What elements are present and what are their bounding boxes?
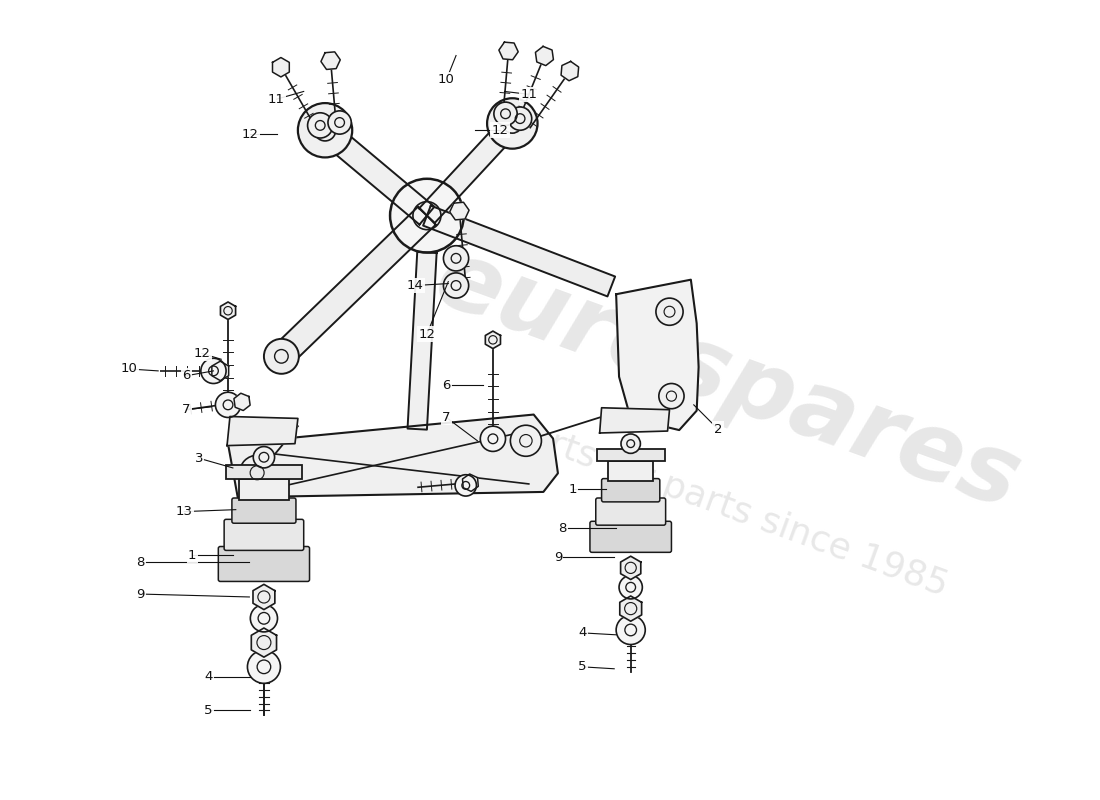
Text: 1: 1 (188, 549, 197, 562)
Circle shape (494, 102, 517, 126)
Polygon shape (462, 474, 478, 491)
Polygon shape (499, 42, 518, 60)
Circle shape (390, 178, 464, 253)
Bar (239, 478, 289, 500)
Polygon shape (424, 206, 615, 297)
Bar (227, 465, 301, 478)
Text: 9: 9 (136, 587, 145, 601)
Circle shape (443, 273, 469, 298)
Text: 10: 10 (121, 362, 138, 375)
Text: 11: 11 (520, 88, 537, 101)
Circle shape (201, 358, 227, 383)
Text: 14: 14 (407, 279, 424, 292)
Text: eurospares: eurospares (422, 232, 1033, 530)
Polygon shape (212, 361, 229, 381)
Text: 5: 5 (205, 704, 213, 717)
Polygon shape (318, 122, 434, 225)
Polygon shape (536, 46, 553, 66)
FancyBboxPatch shape (232, 498, 296, 523)
Circle shape (443, 246, 469, 271)
Text: 13: 13 (176, 505, 192, 518)
Text: 12: 12 (242, 128, 258, 141)
Text: 11: 11 (268, 93, 285, 106)
Circle shape (508, 107, 531, 130)
Circle shape (248, 650, 280, 683)
Bar (596, 450, 664, 461)
FancyBboxPatch shape (596, 498, 666, 525)
Circle shape (216, 392, 241, 418)
Text: 9: 9 (553, 550, 562, 564)
Circle shape (251, 605, 277, 632)
Text: 5: 5 (578, 660, 586, 674)
Polygon shape (450, 202, 469, 220)
Polygon shape (619, 596, 641, 622)
FancyBboxPatch shape (218, 546, 309, 582)
Circle shape (308, 113, 333, 138)
Circle shape (328, 111, 351, 134)
Polygon shape (228, 414, 558, 498)
Text: 1: 1 (569, 482, 576, 496)
Text: 4: 4 (205, 670, 212, 683)
Polygon shape (407, 252, 437, 430)
Text: 12: 12 (194, 347, 210, 360)
Text: 2: 2 (714, 422, 723, 436)
Text: 6: 6 (183, 370, 190, 382)
Polygon shape (273, 206, 436, 366)
Text: 10: 10 (438, 74, 454, 86)
Text: 8: 8 (136, 555, 145, 569)
Polygon shape (561, 62, 579, 81)
FancyBboxPatch shape (590, 522, 671, 552)
Text: 7: 7 (182, 403, 190, 416)
Circle shape (264, 339, 299, 374)
Text: 12: 12 (492, 124, 508, 137)
Circle shape (481, 426, 506, 451)
Polygon shape (251, 628, 276, 657)
Text: 8: 8 (559, 522, 566, 534)
Polygon shape (485, 331, 501, 349)
Text: 6: 6 (442, 379, 451, 392)
Circle shape (616, 615, 646, 645)
Polygon shape (321, 52, 340, 70)
Text: 7: 7 (442, 411, 451, 424)
Circle shape (487, 98, 538, 149)
Polygon shape (419, 116, 520, 223)
Text: parts for parts since 1985: parts for parts since 1985 (503, 411, 953, 602)
Polygon shape (600, 408, 670, 433)
Polygon shape (227, 417, 298, 446)
Polygon shape (616, 280, 699, 430)
Circle shape (659, 383, 684, 409)
Polygon shape (273, 58, 289, 77)
Circle shape (298, 103, 352, 158)
Polygon shape (253, 584, 275, 610)
Text: 12: 12 (418, 327, 436, 341)
FancyBboxPatch shape (224, 519, 304, 550)
Polygon shape (620, 556, 641, 579)
Bar (608, 461, 653, 481)
Circle shape (455, 474, 476, 496)
Circle shape (656, 298, 683, 326)
Circle shape (240, 455, 275, 490)
Circle shape (253, 446, 275, 468)
FancyBboxPatch shape (602, 478, 660, 502)
Circle shape (619, 576, 642, 599)
Text: 3: 3 (195, 452, 204, 465)
Circle shape (510, 426, 541, 456)
Circle shape (621, 434, 640, 454)
Text: 4: 4 (578, 626, 586, 639)
Polygon shape (234, 394, 250, 410)
Polygon shape (220, 302, 235, 319)
